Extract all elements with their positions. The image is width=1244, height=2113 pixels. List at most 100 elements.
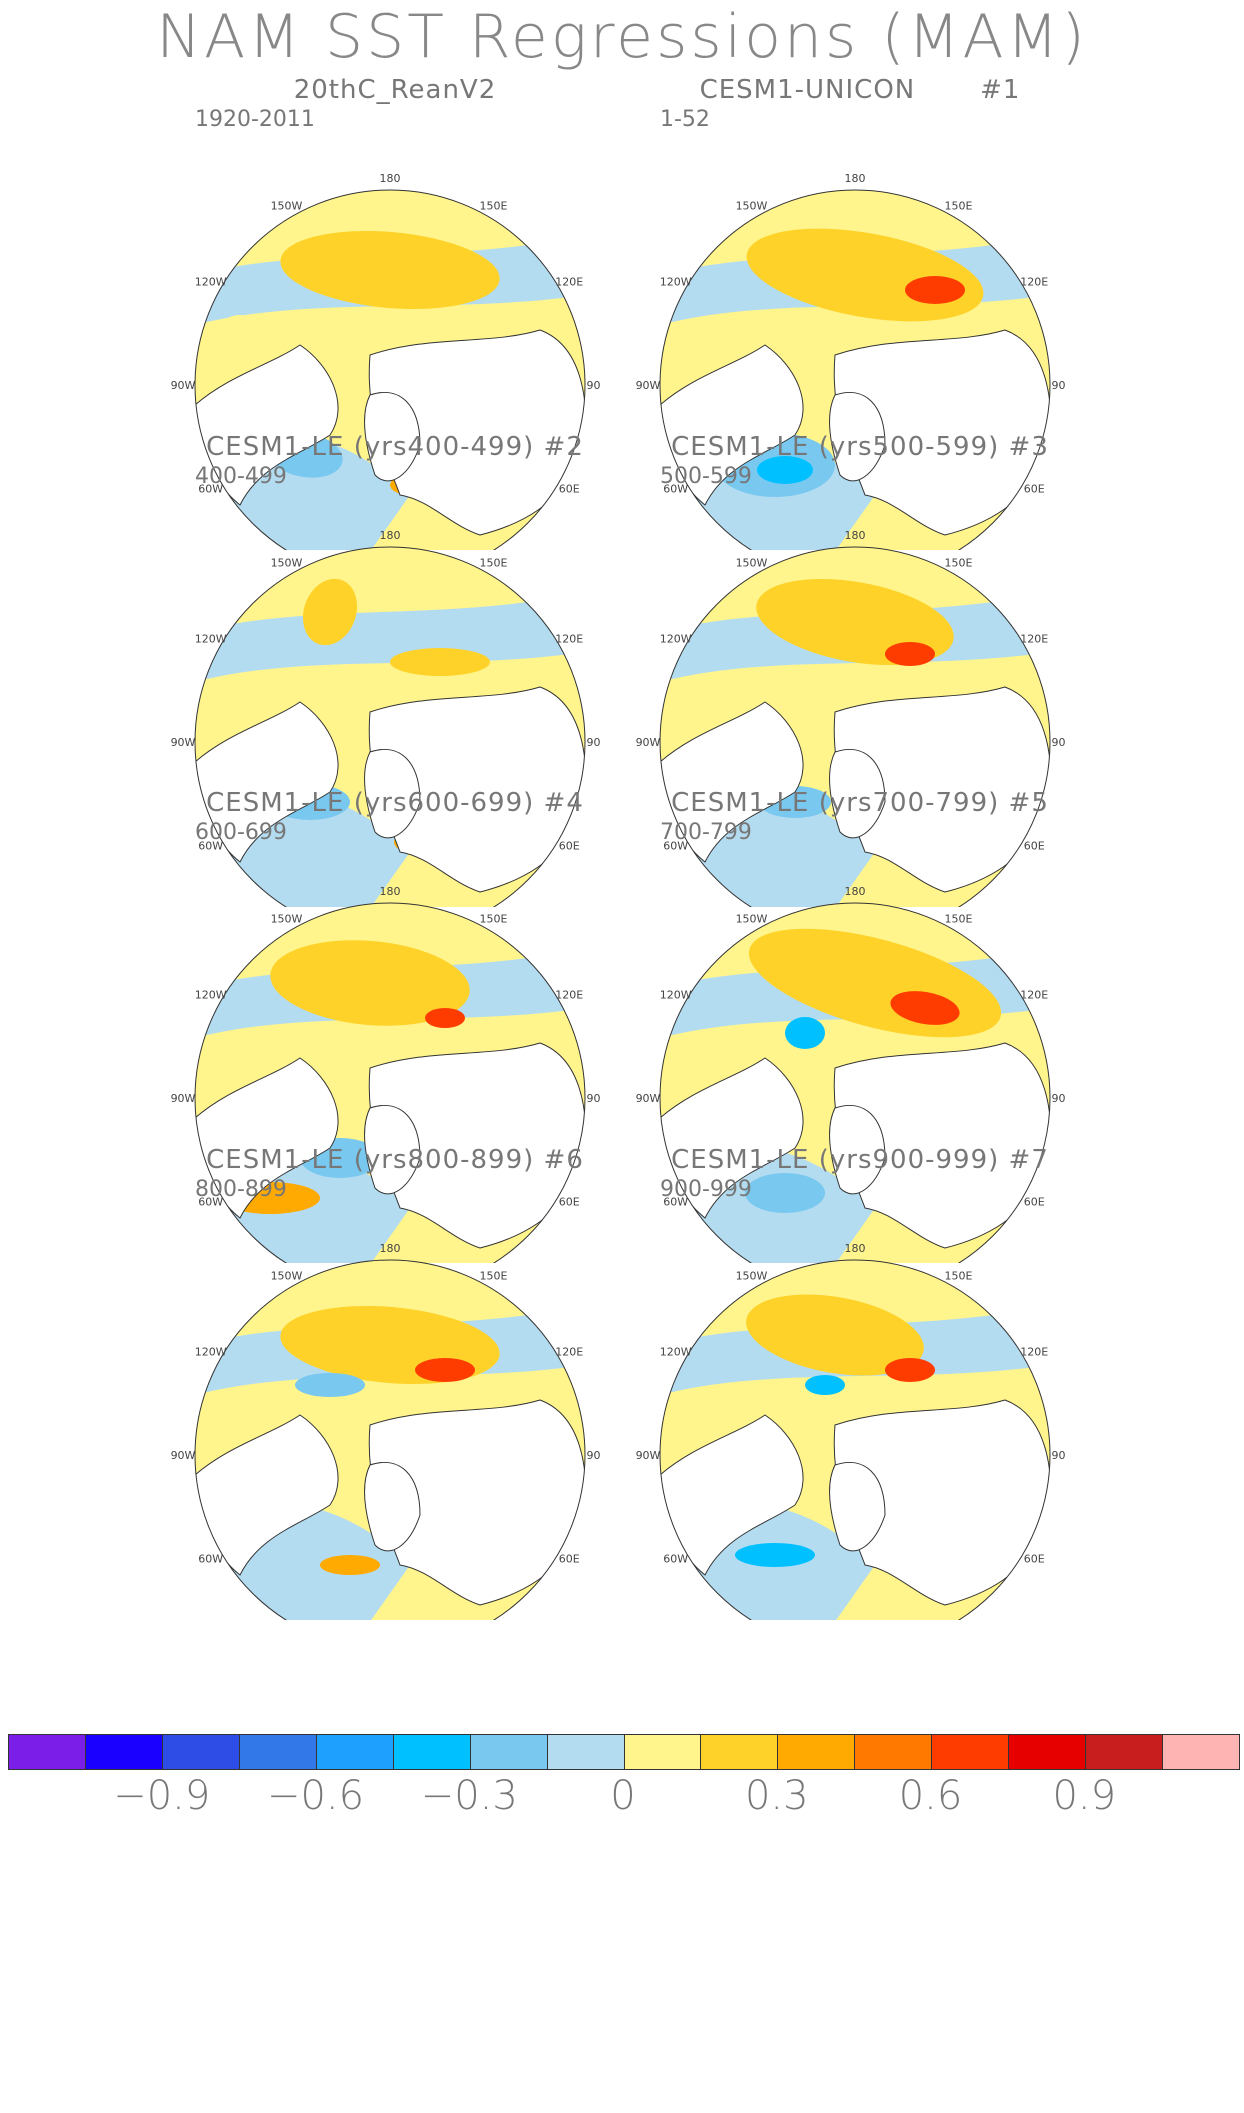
colorbar-swatch (239, 1735, 317, 1769)
anomaly-patch (785, 1017, 825, 1049)
longitude-label: 120E (555, 276, 583, 289)
polar-map: 180150E120E90E60E30E030W60W90W120W150W (171, 885, 600, 1263)
panel-title: CESM1-LE (yrs400-499) #2 (206, 432, 584, 462)
colorbar-swatch (1086, 1735, 1164, 1769)
colorbar-tick-label: 0.6 (898, 1773, 963, 1819)
longitude-label: 150W (271, 200, 303, 213)
colorbar-swatch (162, 1735, 240, 1769)
longitude-label: 120E (555, 1346, 583, 1359)
longitude-label: 60W (198, 483, 223, 496)
longitude-label: 180 (845, 885, 866, 898)
map-panel: CESM1-LE (yrs800-899) #6 180 150E 120E 90E 60… (0, 1145, 600, 1620)
longitude-label: 60W (663, 1196, 688, 1209)
map-border (659, 189, 1051, 550)
colorbar-swatch (1009, 1735, 1087, 1769)
anomaly-patch (280, 230, 500, 310)
longitude-label: 150E (945, 200, 973, 213)
colorbar-swatch (470, 1735, 548, 1769)
map-border (194, 902, 586, 1263)
map-border (659, 1259, 1051, 1620)
polar-map: 180150E120E90E60E30E030W60W90W120W150W (636, 885, 1065, 1263)
polar-map: 180150E120E90E60E30E030W60W90W120W150W (171, 529, 600, 907)
polar-map: 180150E120E90E60E30E030W60W90W120W150W (171, 172, 600, 550)
panel-title: CESM1-LE (yrs600-699) #4 (206, 788, 584, 818)
anomaly-patch (757, 456, 813, 484)
longitude-label: 120E (1020, 276, 1048, 289)
longitude-label: 120E (1020, 1346, 1048, 1359)
longitude-label: 90W (171, 1449, 196, 1462)
anomaly-patch (890, 991, 960, 1025)
panel-year-range: 1-52 (660, 107, 710, 132)
longitude-label: 60E (559, 840, 580, 853)
panel-year-range: 400-499 (195, 464, 287, 489)
map-border (659, 546, 1051, 907)
map-panel: CESM1-LE (yrs600-699) #4 180 150E 120E 90E 60… (0, 788, 600, 1263)
longitude-label: 60W (663, 483, 688, 496)
longitude-label: 120W (660, 633, 692, 646)
longitude-label: 60W (663, 840, 688, 853)
colorbar-swatch (393, 1735, 471, 1769)
colorbar-swatch (85, 1735, 163, 1769)
longitude-label: 150E (480, 200, 508, 213)
longitude-label: 120E (1020, 989, 1048, 1002)
map-panel: 20thC_ReanV2180150E120E90E60E30E030W60W9… (0, 75, 600, 550)
panel-year-range: 1920-2011 (195, 107, 315, 132)
panel-year-range: 600-699 (195, 820, 287, 845)
anomaly-patch (302, 578, 358, 646)
anomaly-patch (735, 1543, 815, 1567)
longitude-label: 60E (559, 483, 580, 496)
longitude-label: 150W (736, 200, 768, 213)
land-mass (364, 392, 421, 482)
longitude-label: 90E (587, 379, 600, 392)
colorbar-swatch (1163, 1735, 1239, 1769)
longitude-label: 180 (845, 529, 866, 542)
longitude-label: 120W (660, 276, 692, 289)
panel-title: CESM1-LE (yrs700-799) #5 (671, 788, 1049, 818)
map-border (194, 189, 586, 550)
longitude-label: 60E (1024, 840, 1045, 853)
map-border (194, 546, 586, 907)
longitude-label: 150W (736, 1270, 768, 1283)
longitude-label: 90E (587, 1449, 600, 1462)
longitude-label: 150E (945, 1270, 973, 1283)
panel-title: CESM1-LE (yrs500-599) #3 (671, 432, 1049, 462)
longitude-label: 150E (480, 913, 508, 926)
polar-map: 180150E120E90E60E30E030W60W90W120W150W (171, 1242, 600, 1620)
anomaly-patch (295, 1373, 365, 1397)
anomaly-patch (425, 1008, 465, 1028)
panel-year-range: 800-899 (195, 1177, 287, 1202)
map-panel: CESM1-LE (yrs500-599) #3 180 150E 120E 90E 60… (465, 432, 1065, 907)
colorbar-tick-label: −0.3 (420, 1773, 518, 1819)
longitude-label: 120W (195, 989, 227, 1002)
land-mass (829, 392, 886, 482)
colorbar-swatch (778, 1735, 856, 1769)
colorbar-tick-label: −0.9 (113, 1773, 211, 1819)
longitude-label: 150E (945, 557, 973, 570)
figure-title: NAM SST Regressions (MAM) (156, 2, 1088, 72)
longitude-label: 90E (1052, 736, 1065, 749)
anomaly-patch (415, 1358, 475, 1382)
longitude-label: 60E (1024, 483, 1045, 496)
colorbar-tick-label: −0.6 (266, 1773, 365, 1819)
longitude-label: 120E (1020, 633, 1048, 646)
anomaly-patch (885, 1358, 935, 1382)
map-panel: CESM1-LE (yrs400-499) #2 180 150E 120E 90E 60… (0, 432, 600, 907)
map-panel: CESM1-LE (yrs700-799) #5 180 150E 120E 90E 60… (465, 788, 1065, 1263)
longitude-label: 60W (198, 840, 223, 853)
longitude-label: 180 (845, 1242, 866, 1255)
anomaly-patch (270, 940, 470, 1026)
polar-map: 180150E120E90E60E30E030W60W90W120W150W (636, 1242, 1065, 1620)
longitude-label: 90W (636, 1449, 661, 1462)
map-border (194, 1259, 586, 1620)
longitude-label: 120W (660, 989, 692, 1002)
longitude-label: 180 (380, 1242, 401, 1255)
longitude-label: 150E (945, 913, 973, 926)
longitude-label: 120W (195, 633, 227, 646)
anomaly-patch (320, 1555, 380, 1575)
colorbar-swatch (932, 1735, 1010, 1769)
map-panel: CESM1-UNICON #1180150E120E90E60E30E030W6… (465, 75, 1065, 550)
longitude-label: 60E (559, 1553, 580, 1566)
anomaly-patch (390, 648, 490, 676)
longitude-label: 180 (380, 172, 401, 185)
map-border (659, 902, 1051, 1263)
